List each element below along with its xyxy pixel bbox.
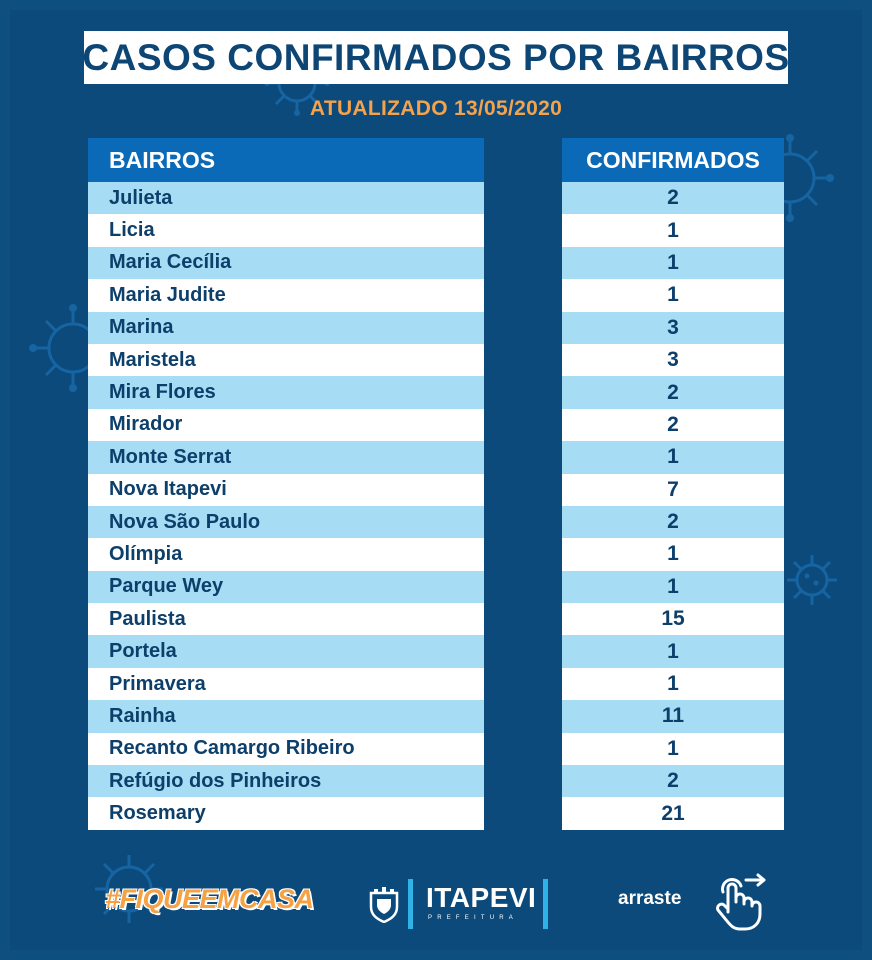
table-row: Julieta <box>88 182 484 215</box>
virus-icon <box>787 555 837 605</box>
table-row: Mira Flores <box>88 376 484 409</box>
hand-swipe-icon[interactable] <box>706 872 768 932</box>
count-cell: 1 <box>562 570 784 604</box>
count-cell: 3 <box>562 343 784 377</box>
table-row: Mirador <box>88 408 484 442</box>
count-cell: 2 <box>562 182 784 215</box>
virus-icon <box>95 855 163 923</box>
table-row: Maria Judite <box>88 279 484 312</box>
count-cell: 1 <box>562 538 784 571</box>
table-row: Rosemary <box>88 797 484 830</box>
logo-name: ITAPEVI <box>426 882 537 913</box>
count-cell: 1 <box>562 441 784 474</box>
title-banner: CASOS CONFIRMADOS POR BAIRROS <box>82 31 790 84</box>
table-row: Licia <box>88 214 484 247</box>
itapevi-logo: ITAPEVI PREFEITURA <box>368 877 550 932</box>
count-cell: 21 <box>562 797 784 830</box>
count-cell: 1 <box>562 667 784 701</box>
table-row: Marina <box>88 311 484 344</box>
table-row: Parque Wey <box>88 570 484 604</box>
table-row: Nova São Paulo <box>88 505 484 539</box>
page-title: CASOS CONFIRMADOS POR BAIRROS <box>82 36 790 78</box>
table-row: Maristela <box>88 343 484 377</box>
count-cell: 7 <box>562 473 784 506</box>
crest-icon <box>369 887 399 923</box>
confirmados-column: CONFIRMADOS 2 1 1 1 3 3 2 2 1 7 2 1 1 15… <box>562 138 784 830</box>
confirmados-header: CONFIRMADOS <box>562 138 784 182</box>
table-row: Monte Serrat <box>88 441 484 474</box>
count-cell: 2 <box>562 408 784 442</box>
count-cell: 11 <box>562 700 784 733</box>
count-cell: 1 <box>562 635 784 668</box>
count-cell: 1 <box>562 246 784 280</box>
table-row: Maria Cecília <box>88 246 484 280</box>
count-cell: 15 <box>562 603 784 636</box>
count-cell: 3 <box>562 311 784 344</box>
table-row: Recanto Camargo Ribeiro <box>88 732 484 766</box>
count-cell: 2 <box>562 376 784 409</box>
logo-bar-left <box>408 879 413 929</box>
updated-date: ATUALIZADO 13/05/2020 <box>309 97 563 120</box>
table-row: Olímpia <box>88 538 484 571</box>
table-row: Paulista <box>88 603 484 636</box>
table-row: Nova Itapevi <box>88 473 484 506</box>
swipe-label[interactable]: arraste <box>618 888 682 909</box>
count-cell: 2 <box>562 765 784 798</box>
logo-subtitle: PREFEITURA <box>428 915 519 921</box>
table-row: Rainha <box>88 700 484 733</box>
table-row: Primavera <box>88 667 484 701</box>
count-cell: 2 <box>562 505 784 539</box>
count-cell: 1 <box>562 214 784 247</box>
hashtag-label: #FIQUEEMCASA <box>105 884 314 914</box>
logo-bar-right <box>543 879 548 929</box>
count-cell: 1 <box>562 732 784 766</box>
bairros-column: BAIRROS Julieta Licia Maria Cecília Mari… <box>88 138 484 830</box>
table-row: Portela <box>88 635 484 668</box>
table-row: Refúgio dos Pinheiros <box>88 765 484 798</box>
bairros-header: BAIRROS <box>88 138 484 182</box>
count-cell: 1 <box>562 279 784 312</box>
footer: #FIQUEEMCASA ITAPEVI PREFEITURA arraste <box>0 872 872 932</box>
